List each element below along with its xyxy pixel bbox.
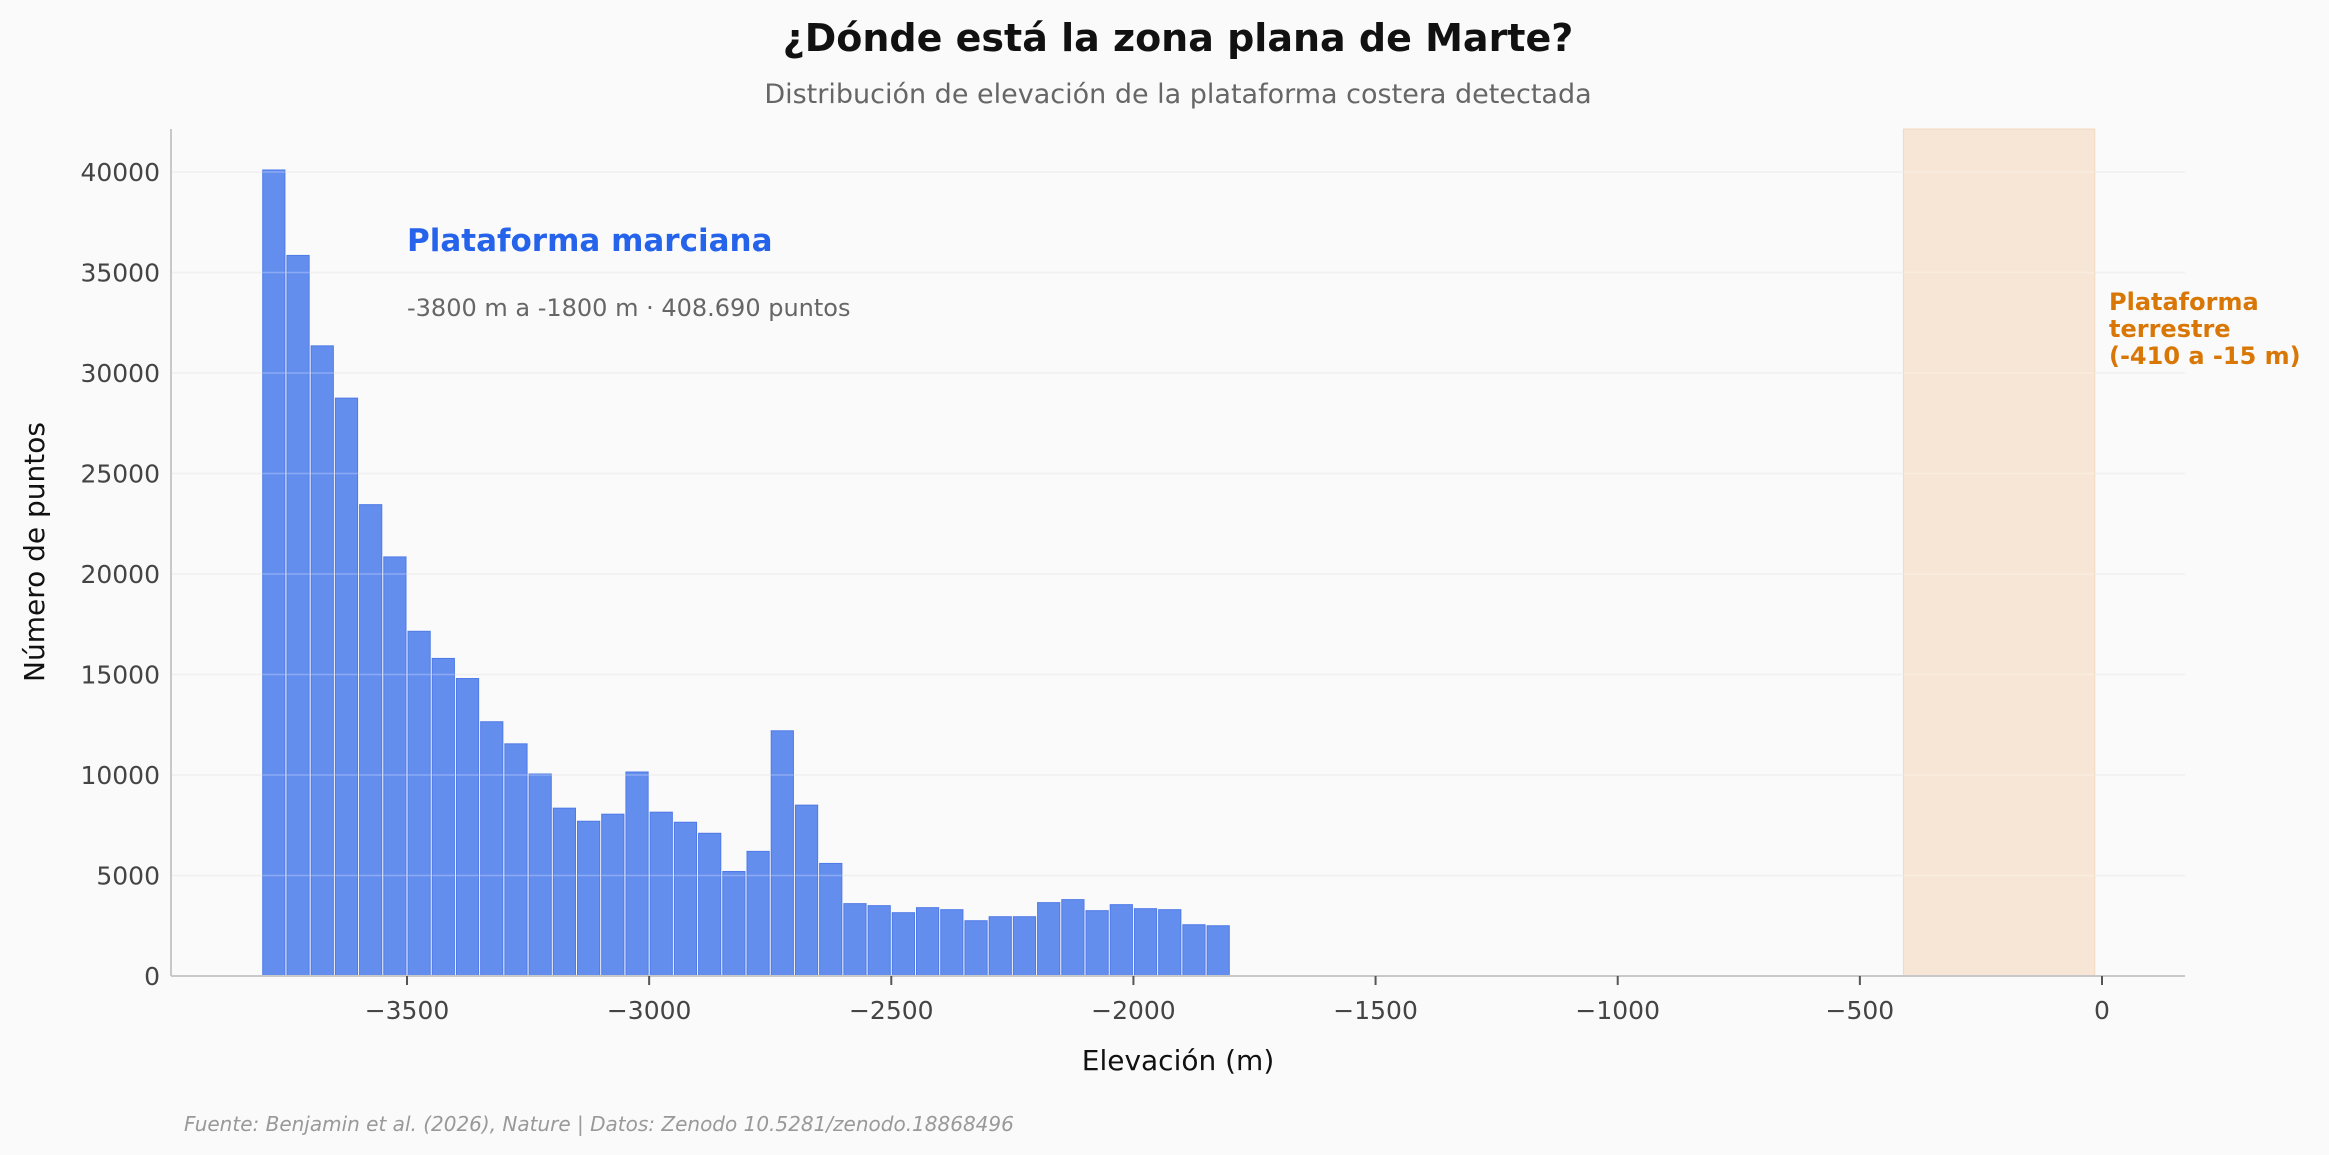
histogram-bar bbox=[867, 905, 891, 977]
histogram-bar bbox=[1037, 902, 1061, 977]
earth-annotation-line-3: (-410 a -15 m) bbox=[2109, 342, 2301, 370]
y-tick-label: 15000 bbox=[80, 661, 160, 690]
bars bbox=[171, 169, 2185, 977]
histogram-bar bbox=[310, 345, 334, 977]
histogram-bar bbox=[698, 832, 722, 977]
x-tick-label: −1500 bbox=[1333, 996, 1418, 1025]
x-ticks: −3500 −3000 −2500 −2000 −1500 −1000 −500 0 bbox=[365, 976, 2110, 1025]
y-axis-label: Número de puntos bbox=[18, 422, 51, 682]
histogram-bar bbox=[649, 811, 673, 977]
histogram-bar bbox=[673, 821, 698, 977]
histogram-bar bbox=[746, 850, 770, 977]
histogram-bar bbox=[770, 730, 794, 977]
chart-subtitle: Distribución de elevación de la platafor… bbox=[764, 79, 1591, 110]
y-tick-label: 40000 bbox=[80, 158, 160, 187]
source-note: Fuente: Benjamin et al. (2026), Nature |… bbox=[184, 1112, 1014, 1136]
x-tick-label: −3000 bbox=[607, 996, 692, 1025]
y-tick-label: 25000 bbox=[80, 460, 160, 489]
histogram-bar bbox=[407, 630, 431, 977]
chart-title: ¿Dónde está la zona plana de Marte? bbox=[783, 16, 1574, 60]
histogram-bar bbox=[1206, 925, 1230, 977]
x-tick-label: −2000 bbox=[1091, 996, 1176, 1025]
histogram-bar bbox=[1158, 909, 1182, 977]
histogram-bar bbox=[552, 807, 576, 977]
mars-annotation-detail: -3800 m a -1800 m · 408.690 puntos bbox=[407, 294, 850, 322]
histogram-bar bbox=[334, 397, 359, 977]
histogram-bar bbox=[625, 771, 649, 977]
histogram-bar bbox=[988, 916, 1012, 977]
histogram-bar bbox=[431, 657, 455, 977]
histogram-bar bbox=[722, 870, 746, 977]
mars-annotation-title: Plataforma marciana bbox=[407, 223, 773, 259]
earth-annotation-line-2: terrestre bbox=[2109, 315, 2231, 343]
histogram-bar bbox=[262, 169, 286, 977]
histogram-bar bbox=[1109, 904, 1133, 977]
y-tick-label: 10000 bbox=[80, 761, 160, 790]
histogram-bar bbox=[940, 909, 964, 977]
y-tick-label: 30000 bbox=[80, 359, 160, 388]
y-tick-label: 35000 bbox=[80, 259, 160, 288]
x-tick-label: −3500 bbox=[365, 996, 450, 1025]
histogram-bar bbox=[577, 820, 601, 977]
histogram-bar bbox=[916, 907, 940, 977]
histogram-bar bbox=[1182, 924, 1206, 977]
x-tick-label: −2500 bbox=[849, 996, 934, 1025]
histogram-bar bbox=[843, 903, 867, 977]
histogram-bar bbox=[383, 556, 407, 977]
histogram-bar bbox=[1012, 916, 1037, 977]
y-tick-label: 5000 bbox=[96, 862, 160, 891]
histogram-bar bbox=[1085, 910, 1109, 977]
histogram-bar bbox=[1061, 899, 1085, 977]
x-axis-label: Elevación (m) bbox=[1082, 1044, 1275, 1077]
histogram-bar bbox=[964, 920, 988, 977]
histogram-bar bbox=[480, 721, 504, 977]
histogram-bar bbox=[455, 678, 480, 977]
histogram-bar bbox=[1133, 908, 1158, 977]
histogram-bar bbox=[891, 912, 915, 977]
y-tick-label: 20000 bbox=[80, 560, 160, 589]
earth-annotation-line-1: Plataforma bbox=[2109, 288, 2259, 316]
histogram-bar bbox=[601, 813, 625, 977]
x-tick-label: 0 bbox=[2094, 996, 2110, 1025]
histogram-bar bbox=[504, 743, 528, 977]
y-ticks: 0 5000 10000 15000 20000 25000 30000 35000 40000 bbox=[80, 158, 160, 991]
histogram-bar bbox=[819, 862, 843, 977]
earth-shelf-band bbox=[1902, 128, 2096, 977]
histogram-bar bbox=[286, 254, 310, 977]
y-tick-label: 0 bbox=[144, 962, 160, 991]
x-tick-label: −1000 bbox=[1575, 996, 1660, 1025]
x-tick-label: −500 bbox=[1826, 996, 1895, 1025]
histogram-bar bbox=[359, 504, 383, 977]
histogram-bar bbox=[794, 804, 819, 977]
